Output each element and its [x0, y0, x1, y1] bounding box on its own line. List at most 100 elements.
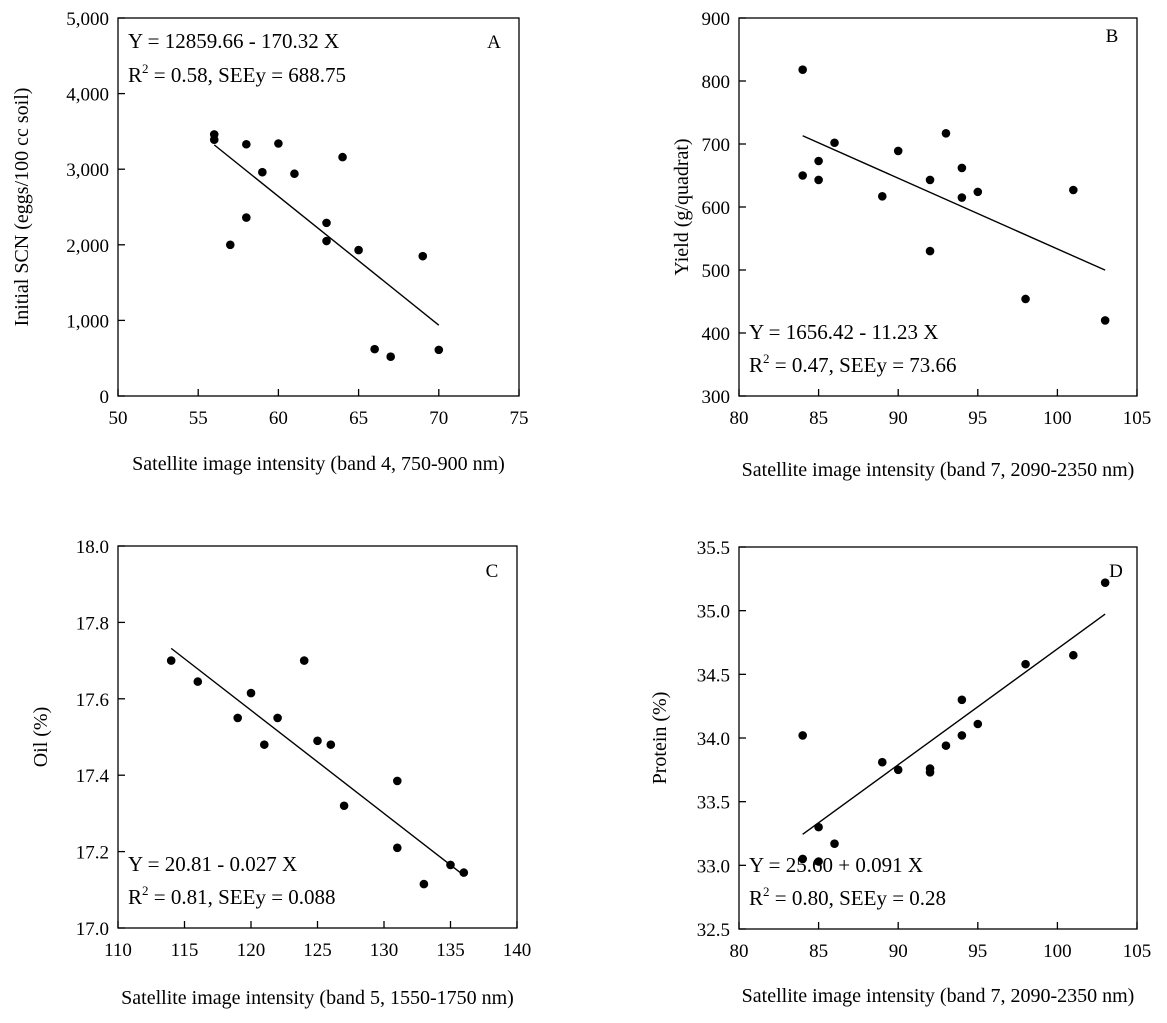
y-tick-label: 700	[702, 135, 731, 156]
x-tick-label: 125	[303, 940, 332, 961]
data-point	[877, 191, 887, 201]
data-point	[814, 822, 823, 832]
y-tick-label: 2,000	[66, 236, 109, 257]
y-tick-label: 3,000	[66, 160, 109, 181]
data-point	[326, 740, 336, 749]
y-tick-label: 35.5	[697, 538, 730, 559]
data-point	[973, 187, 983, 197]
panel-label: A	[487, 32, 501, 53]
x-tick-label: 80	[730, 408, 749, 429]
data-point	[313, 736, 322, 746]
data-point	[941, 128, 951, 138]
y-tick-label: 34.5	[697, 665, 730, 686]
x-tick-label: 85	[809, 408, 828, 429]
x-tick-label: 95	[968, 941, 987, 962]
data-point	[1021, 659, 1030, 669]
x-tick-label: 95	[968, 408, 987, 429]
data-point	[258, 167, 267, 177]
y-tick-label: 33.5	[697, 793, 730, 814]
x-axis-title: Satellite image intensity (band 7, 2090-…	[742, 985, 1135, 1007]
data-point	[354, 245, 363, 255]
x-tick-label: 120	[237, 940, 266, 961]
data-point	[925, 246, 935, 256]
data-point	[273, 713, 282, 723]
data-point	[339, 801, 349, 811]
data-point	[798, 731, 807, 740]
regression-line	[213, 144, 440, 326]
data-point	[260, 740, 269, 749]
data-point	[233, 713, 242, 723]
data-point	[459, 868, 469, 877]
x-tick-label: 130	[370, 940, 399, 961]
data-point	[418, 251, 428, 261]
x-axis-title: Satellite image intensity (band 4, 750-9…	[132, 453, 505, 475]
data-point	[434, 345, 444, 355]
x-axis-title: Satellite image intensity (band 5, 1550-…	[121, 987, 514, 1009]
data-point	[814, 156, 823, 166]
regression-line	[170, 647, 465, 876]
x-tick-label: 105	[1123, 408, 1152, 429]
y-tick-label: 17.8	[76, 613, 109, 634]
panel-d: 80 85 90 95 100 105 32.5 33.0 33.5 34.0 34.5 35.0 35…	[649, 538, 1151, 1007]
data-point	[877, 757, 887, 767]
x-tick-label: 55	[189, 408, 208, 429]
y-tick-label: 34.0	[697, 729, 730, 750]
y-tick-label: 17.0	[76, 919, 109, 940]
data-point	[957, 731, 967, 740]
data-point	[957, 163, 967, 173]
data-point	[209, 135, 219, 145]
data-point	[322, 218, 331, 228]
plot-frame	[117, 17, 520, 397]
panel-a: 50 55 60 65 70 75 0 1,000 2,000 3,000 4,000 5,000 Sa…	[11, 9, 529, 475]
y-tick-label: 33.0	[697, 856, 730, 877]
data-point	[957, 193, 967, 202]
data-point	[370, 344, 379, 354]
data-point	[419, 879, 429, 889]
y-tick-label: 17.4	[76, 766, 110, 787]
y-tick-label: 18.0	[76, 537, 109, 558]
data-point	[290, 169, 299, 179]
y-tick-label: 300	[702, 387, 731, 408]
data-point	[1069, 650, 1078, 660]
y-tick-label: 800	[702, 72, 731, 93]
panel-label: C	[486, 561, 499, 582]
data-point	[322, 236, 331, 246]
y-tick-label: 600	[702, 198, 731, 219]
data-point	[814, 857, 823, 866]
data-point	[338, 152, 347, 162]
y-tick-label: 4,000	[66, 85, 109, 106]
data-point	[193, 677, 203, 686]
y-axis-title: Initial SCN (eggs/100 cc soil)	[11, 88, 33, 327]
x-tick-label: 75	[510, 408, 529, 429]
data-point	[973, 719, 983, 729]
x-tick-label: 50	[109, 408, 128, 429]
data-point	[798, 854, 807, 864]
x-tick-label: 65	[349, 408, 368, 429]
y-axis-title: Yield (g/quadrat)	[671, 138, 693, 275]
regression-equation: Y = 25.60 + 0.091 X	[749, 853, 923, 877]
data-point	[446, 860, 455, 870]
data-point	[941, 741, 951, 750]
x-axis-title: Satellite image intensity (band 7, 2090-…	[742, 459, 1135, 481]
data-point	[893, 146, 903, 156]
y-tick-label: 35.0	[697, 602, 730, 623]
x-tick-label: 100	[1043, 408, 1072, 429]
data-point	[798, 171, 807, 180]
data-point	[246, 688, 256, 698]
y-axis-title: Oil (%)	[30, 707, 52, 768]
x-tick-label: 85	[809, 941, 828, 962]
data-point	[1100, 316, 1110, 325]
x-tick-label: 70	[429, 408, 448, 429]
data-point	[299, 656, 309, 665]
data-point	[393, 776, 402, 786]
x-tick-label: 80	[730, 941, 749, 962]
data-point	[925, 768, 935, 777]
regression-equation: Y = 20.81 - 0.027 X	[128, 852, 297, 876]
y-tick-label: 17.2	[76, 843, 109, 864]
data-point	[957, 695, 967, 705]
data-point	[1100, 578, 1110, 587]
data-point	[242, 213, 251, 222]
y-tick-label: 1,000	[66, 311, 109, 332]
data-point	[386, 352, 395, 361]
